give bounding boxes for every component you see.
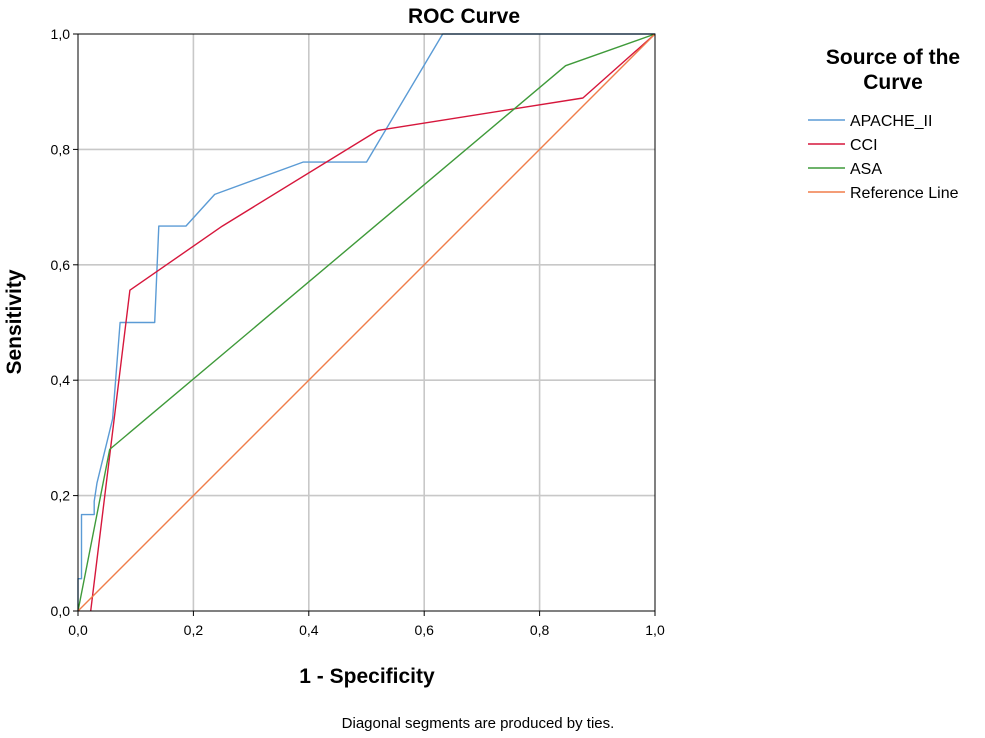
y-tick-label: 0,0 [51,603,71,619]
legend-title-line-1: Source of the [826,46,960,69]
legend-label: ASA [850,161,882,178]
y-tick-label: 0,4 [51,372,71,388]
legend-title-line-2: Curve [863,71,923,94]
x-tick-label: 0,6 [414,622,434,638]
y-tick-label: 0,2 [51,488,71,504]
x-tick-label: 0,0 [68,622,88,638]
plot-frame [77,33,656,612]
x-tick-label: 0,8 [530,622,550,638]
series-line-apache-ii [77,33,655,611]
y-tick-label: 0,8 [51,141,71,157]
y-tick-label: 0,6 [51,257,71,273]
legend-label: APACHE_II [850,113,932,130]
series-line-asa [77,33,656,612]
series-line-reference-line [77,33,656,612]
series-line-cci [90,33,656,612]
x-tick-label: 0,4 [299,622,319,638]
legend: Source of the Curve APACHE_II CCI ASA Refer… [808,46,960,202]
x-axis-ticks: 0,0 0,2 0,4 0,6 0,8 1,0 [68,611,665,638]
y-axis-ticks: 0,0 0,2 0,4 0,6 0,8 1,0 [51,26,78,619]
legend-label: Reference Line [850,185,959,202]
series-lines [77,33,656,612]
chart-footnote: Diagonal segments are produced by ties. [342,715,615,732]
x-tick-label: 1,0 [645,622,665,638]
legend-label: CCI [850,137,878,154]
grid-lines [78,34,655,611]
chart-title: ROC Curve [408,5,520,28]
y-tick-label: 1,0 [51,26,71,42]
y-axis-title: Sensitivity [3,269,26,374]
x-tick-label: 0,2 [184,622,204,638]
legend-items: APACHE_II CCI ASA Reference Line [808,113,959,202]
x-axis-title: 1 - Specificity [299,665,435,688]
